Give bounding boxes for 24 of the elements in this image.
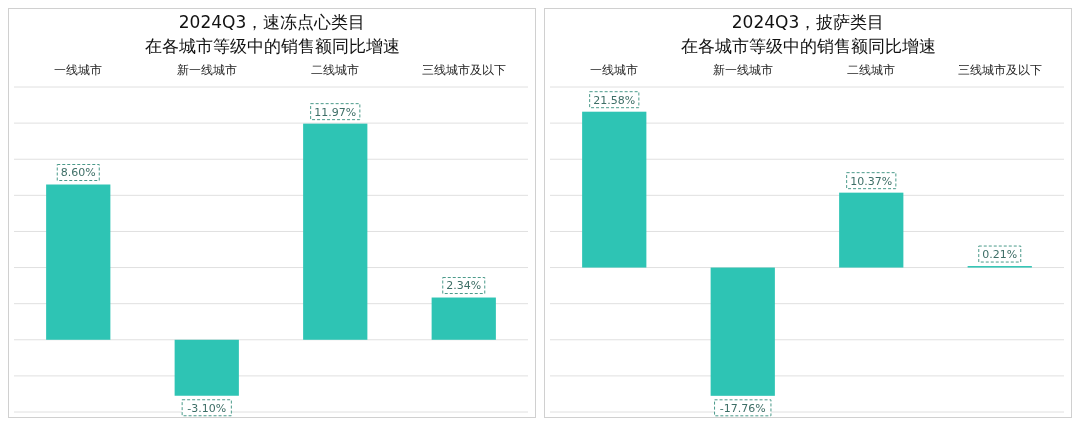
- bar: [46, 184, 111, 340]
- data-label: 21.58%: [593, 93, 636, 107]
- x-tick-label: 三线城市及以下: [421, 63, 506, 78]
- data-label: -17.76%: [719, 401, 766, 415]
- x-tick-label: 一线城市: [590, 63, 639, 78]
- x-tick-label: 三线城市及以下: [957, 63, 1042, 78]
- data-label: 2.34%: [446, 279, 482, 293]
- bar: [431, 297, 496, 340]
- data-label: 10.37%: [850, 174, 893, 188]
- data-label: 8.60%: [60, 166, 96, 180]
- x-tick-label: 新一线城市: [176, 63, 237, 78]
- data-label: 11.97%: [314, 105, 357, 119]
- x-tick-label: 新一线城市: [712, 63, 773, 78]
- chart-subtitle: 在各城市等级中的销售额同比增速: [680, 35, 936, 56]
- data-label: 0.21%: [982, 247, 1018, 261]
- bar: [710, 267, 775, 396]
- x-tick-label: 二线城市: [311, 63, 360, 78]
- chart-subtitle: 在各城市等级中的销售额同比增速: [144, 35, 400, 56]
- bar: [174, 339, 239, 396]
- data-label: -3.10%: [187, 401, 227, 415]
- x-tick-label: 二线城市: [847, 63, 896, 78]
- chart-title: 2024Q3，速冻点心类目: [178, 11, 366, 32]
- x-tick-label: 一线城市: [54, 63, 103, 78]
- chart-title: 2024Q3，披萨类目: [731, 11, 885, 32]
